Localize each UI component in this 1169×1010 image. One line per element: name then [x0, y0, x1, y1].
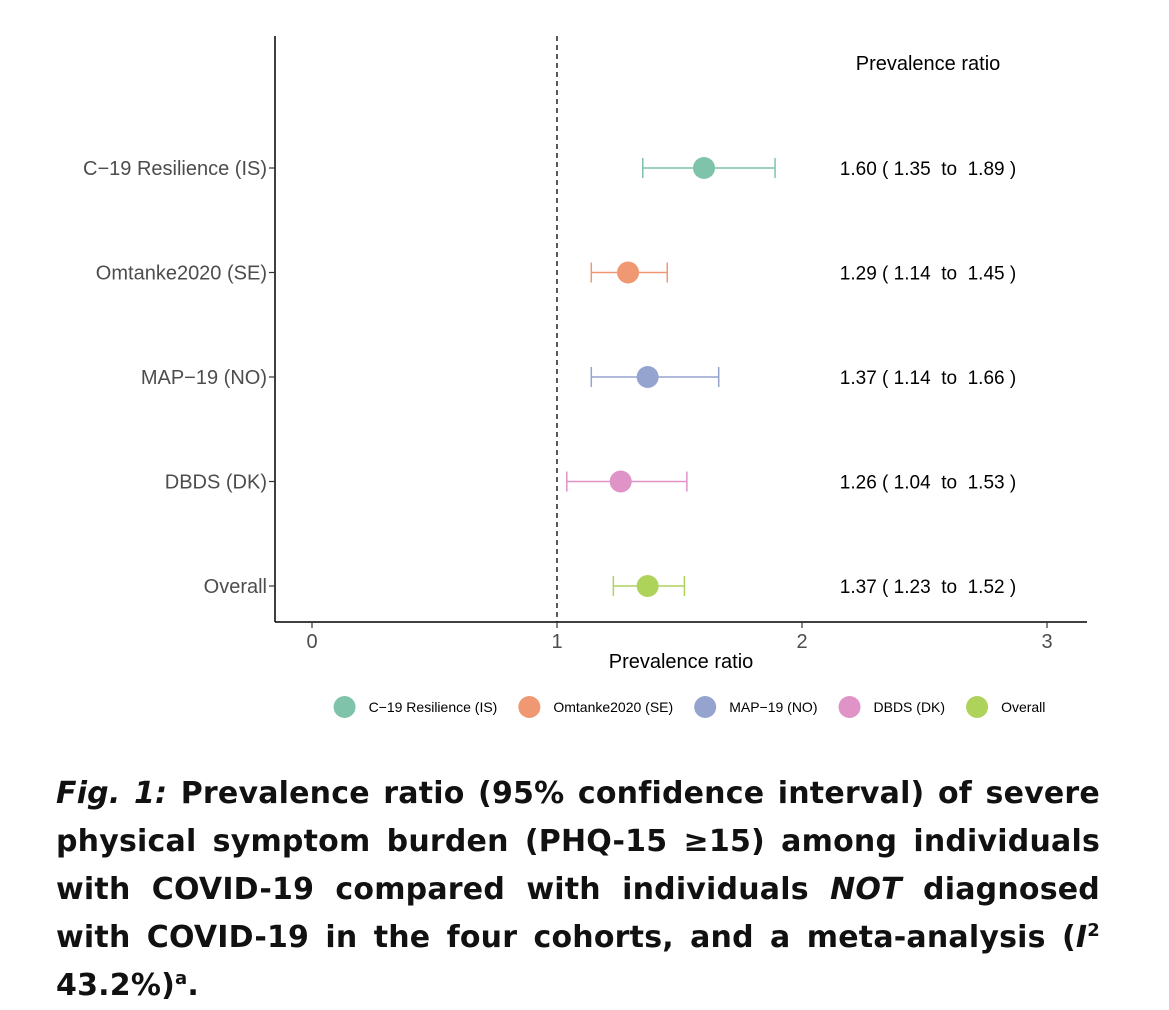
figure-caption: Fig. 1: Prevalence ratio (95% confidence…: [56, 770, 1100, 1010]
y-tick-label: Overall: [204, 576, 267, 598]
caption-i: I: [1075, 920, 1088, 955]
plot-axes: 0 1 2 3: [274, 36, 1087, 653]
caption-part3: 43.2%): [56, 968, 175, 1003]
caption-part1: Prevalence ratio (95% confidence interva…: [56, 776, 1100, 907]
x-tick-label: 0: [306, 631, 317, 653]
y-tick-label: DBDS (DK): [165, 472, 267, 494]
caption-not: NOT: [830, 872, 902, 907]
forest-row: DBDS (DK) 1.26 ( 1.04 to 1.53 ): [165, 470, 1016, 494]
legend-label: Overall: [1001, 699, 1045, 715]
legend-label: Omtanke2020 (SE): [553, 699, 673, 715]
legend-label: C−19 Resilience (IS): [369, 699, 498, 715]
forest-row: Overall 1.37 ( 1.23 to 1.52 ): [204, 575, 1016, 598]
point-estimate: [636, 575, 659, 597]
forest-rows: C−19 Resilience (IS) 1.60 ( 1.35 to 1.89 …: [83, 157, 1016, 598]
x-tick-label: 2: [796, 631, 807, 653]
legend-key: [518, 696, 541, 718]
legend-key: [694, 696, 717, 718]
point-estimate: [609, 470, 632, 493]
x-tick-label: 3: [1041, 631, 1052, 653]
legend-key: [838, 696, 861, 718]
caption-period: .: [187, 968, 199, 1003]
y-tick-label: Omtanke2020 (SE): [96, 263, 267, 285]
ci-annotation: 1.37 ( 1.14 to 1.66 ): [840, 368, 1016, 389]
legend-entry: Overall: [966, 696, 1045, 718]
point-estimate: [617, 261, 640, 284]
x-tick-label: 1: [551, 631, 562, 653]
forest-plot: 0 1 2 3 C−19 Resilience (IS) 1.60 ( 1.35 to …: [83, 36, 1087, 718]
forest-row: Omtanke2020 (SE) 1.29 ( 1.14 to 1.45 ): [96, 261, 1016, 285]
point-estimate: [693, 157, 715, 179]
ci-annotation: 1.60 ( 1.35 to 1.89 ): [840, 159, 1016, 180]
legend-entry: MAP−19 (NO): [694, 696, 818, 718]
legend: C−19 Resilience (IS) Omtanke2020 (SE) MAP−…: [333, 696, 1045, 718]
legend-key: [333, 696, 356, 718]
point-estimate: [636, 366, 659, 388]
y-tick-label: MAP−19 (NO): [141, 367, 267, 389]
legend-key: [966, 696, 989, 718]
forest-row: C−19 Resilience (IS) 1.60 ( 1.35 to 1.89 …: [83, 157, 1016, 180]
ci-annotation: 1.26 ( 1.04 to 1.53 ): [840, 473, 1016, 494]
ci-annotation: 1.29 ( 1.14 to 1.45 ): [840, 264, 1016, 285]
legend-entry: DBDS (DK): [838, 696, 946, 718]
forest-row: MAP−19 (NO) 1.37 ( 1.14 to 1.66 ): [141, 366, 1016, 389]
caption-end-sup: a: [175, 968, 188, 989]
legend-label: DBDS (DK): [874, 699, 946, 715]
y-tick-label: C−19 Resilience (IS): [83, 158, 267, 180]
annotation-header: Prevalence ratio: [856, 53, 1001, 75]
legend-entry: C−19 Resilience (IS): [333, 696, 498, 718]
caption-lead: Fig. 1:: [56, 776, 168, 811]
x-axis-title: Prevalence ratio: [609, 651, 754, 673]
legend-label: MAP−19 (NO): [729, 699, 817, 715]
caption-i-sup: 2: [1087, 920, 1100, 941]
legend-entry: Omtanke2020 (SE): [518, 696, 673, 718]
ci-annotation: 1.37 ( 1.23 to 1.52 ): [840, 577, 1016, 598]
caption-part2: diagnosed with COVID-19 in the four coho…: [56, 872, 1100, 955]
